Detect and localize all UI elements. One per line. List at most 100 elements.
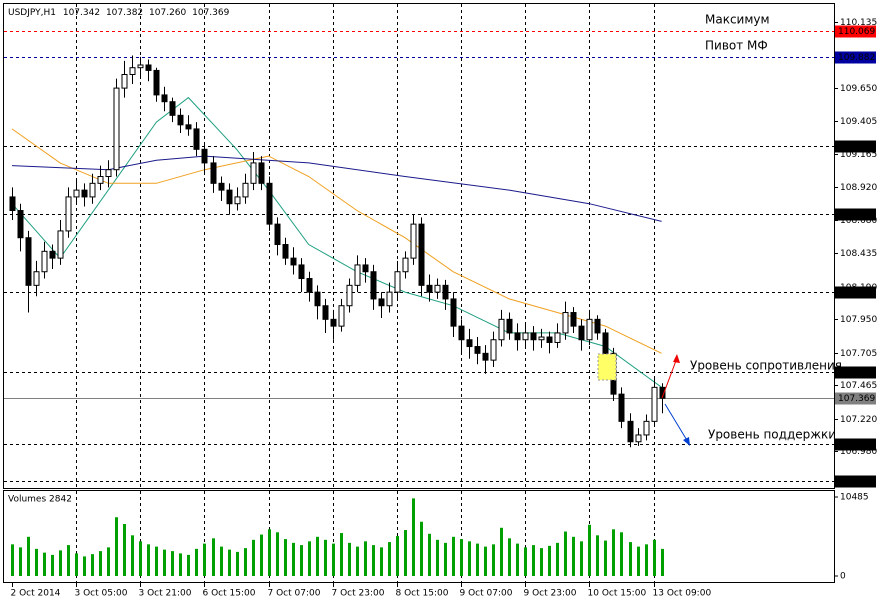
volume-bar [564,531,567,576]
volume-bar [244,548,247,576]
volume-bar [43,552,46,576]
candle-body [530,332,537,341]
candle-body [169,101,176,116]
candle-body [522,332,529,341]
candle-body [362,264,369,273]
volume-bar [67,545,70,576]
x-tick-label: 10 Oct 15:00 [588,589,647,599]
volume-bar [171,551,174,576]
y-tick-label: 107.950 [840,315,877,325]
x-tick-label: 8 Oct 15:00 [396,589,449,599]
moving-average [11,155,662,222]
candle-body [554,332,561,343]
volume-bar [540,548,543,576]
candle-body [370,271,377,300]
candle-body [538,336,545,341]
level-label: 107.369 [838,394,875,404]
level-label: 107.031 [838,440,875,450]
arrow-down [664,403,689,443]
candle-body [290,257,297,266]
x-tick-label: 3 Oct 05:00 [75,589,128,599]
volume-bar [107,547,110,576]
x-tick-label: 13 Oct 09:00 [653,589,712,599]
volume-bar [484,546,487,576]
candle-body [218,182,225,191]
volume-bar [27,536,30,576]
candle-body [17,210,24,239]
candle-body [627,420,634,443]
candle-body [282,244,289,259]
y-tick-label: 108.435 [840,249,877,259]
candle-body [314,291,321,307]
volume-bar [276,532,279,576]
volume-bar [404,530,407,576]
volume-bar [179,553,182,576]
level-label: 110.069 [838,27,875,37]
candle-body [266,182,273,225]
volume-bar [99,551,102,576]
volume-bar [580,541,583,576]
y-tick-label: 109.650 [840,84,877,94]
y-tick-label: 107.220 [840,415,877,425]
level-box [835,475,876,488]
volume-bar [220,546,223,576]
volume-bar [292,542,295,576]
volume-bar [492,544,495,576]
candle-body [81,189,88,198]
candle-body [193,128,200,150]
volume-bar [203,543,206,576]
candle-body [113,87,120,171]
volume-bar [187,554,190,576]
y-tick-label: 106.980 [840,447,877,457]
candle-body [442,284,449,300]
candle-body [402,257,409,273]
level-label: 107.560 [838,368,875,378]
candle-body [498,318,505,341]
volume-bar [131,535,134,576]
candle-body [506,318,513,334]
level-label: 108.154 [838,288,875,298]
volume-bar [348,542,351,576]
candle-body [137,64,144,69]
candle-body [434,284,441,293]
candle-body [9,196,16,212]
candle-body [426,284,433,293]
volume-bar [645,544,648,576]
candle-body [570,312,577,327]
level-box [835,208,876,221]
annotation: Максимум [705,13,770,27]
volume-bar [604,540,607,576]
volume-bar [260,534,263,576]
volume-bar [661,548,664,576]
volume-bar [612,529,615,576]
volume-bar [548,545,551,576]
volume-bar [123,524,126,576]
annotation: Пивот МФ [705,39,768,53]
volume-bar [444,542,447,576]
candle-body [562,312,569,334]
candle-body [121,74,128,89]
candle-body [25,237,32,286]
volume-bar [11,544,14,576]
header-close: 107.369 [192,8,229,18]
candle-body [49,250,56,259]
volume-bar [19,547,22,576]
volume-bar [35,548,38,576]
level-label: 106.764 [838,477,875,487]
volume-bar [460,539,463,576]
x-tick-label: 9 Oct 07:00 [460,589,513,599]
volume-bar [147,544,150,576]
arrow-head [673,354,680,363]
moving-average [11,128,662,354]
candle-body [659,386,666,399]
x-tick-label: 9 Oct 23:00 [524,589,577,599]
candle-body [338,305,345,327]
candle-body [474,346,481,354]
volume-bar [364,541,367,576]
volume-bar [316,536,319,576]
candle-body [602,332,609,354]
header: USDJPY,H1 107.342 107.382 107.260 107.36… [8,8,230,18]
level-box [835,140,876,153]
candle-body [161,94,168,103]
candle-body [490,339,497,361]
